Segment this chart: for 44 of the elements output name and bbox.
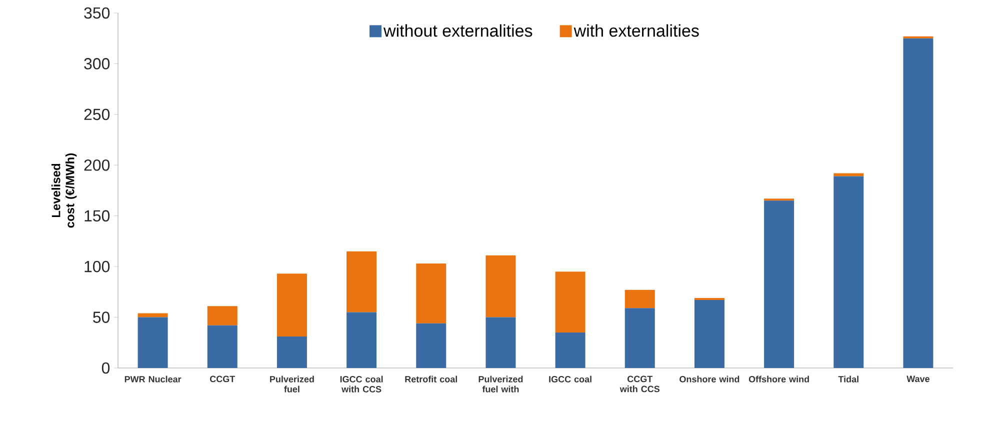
x-tick-label: IGCC coal bbox=[549, 376, 592, 382]
bar bbox=[694, 300, 724, 368]
x-tick-label: Pulverized fuel bbox=[270, 376, 314, 392]
bar bbox=[416, 264, 446, 324]
y-tick-label: 0 bbox=[102, 362, 110, 374]
bar bbox=[416, 323, 446, 368]
y-axis-title: Levelised cost (€/MWh) bbox=[51, 153, 77, 228]
bar bbox=[486, 317, 516, 368]
x-tick-label: PWR Nuclear bbox=[124, 376, 182, 382]
bar bbox=[624, 308, 655, 368]
bar bbox=[207, 325, 238, 368]
bar bbox=[555, 272, 586, 332]
x-tick-label: Offshore wind bbox=[748, 376, 809, 382]
x-tick-label: IGCC coal with CCS bbox=[340, 376, 383, 392]
y-tick-label: 350 bbox=[84, 7, 110, 19]
bar bbox=[555, 332, 586, 368]
bar bbox=[834, 173, 864, 176]
bar bbox=[138, 317, 168, 368]
bar bbox=[834, 176, 864, 368]
bar bbox=[346, 312, 377, 368]
bar bbox=[764, 200, 794, 368]
x-tick-label: CCGT bbox=[210, 376, 236, 382]
x-tick-label: CCGT with CCS bbox=[620, 376, 660, 392]
x-tick-label: Onshore wind bbox=[680, 376, 740, 382]
x-tick-label: Wave bbox=[906, 376, 930, 382]
bar bbox=[276, 336, 307, 368]
y-tick-label: 300 bbox=[84, 58, 110, 70]
bar bbox=[346, 251, 377, 312]
legend-label: without externalities bbox=[383, 24, 532, 37]
y-tick-label: 200 bbox=[84, 159, 110, 171]
x-tick-label: Retrofit coal bbox=[405, 376, 457, 382]
y-tick-label: 100 bbox=[84, 260, 110, 272]
y-tick-label: 250 bbox=[84, 108, 110, 120]
bar bbox=[207, 306, 238, 326]
bar bbox=[486, 255, 516, 318]
x-tick-label: Tidal bbox=[838, 376, 858, 382]
x-tick-label: Pulverized fuel with bbox=[478, 376, 523, 392]
y-tick-label: 50 bbox=[93, 312, 110, 323]
y-tick-label: 150 bbox=[84, 210, 110, 222]
bar bbox=[138, 313, 168, 318]
bar bbox=[903, 38, 934, 368]
bar bbox=[624, 290, 655, 308]
bar bbox=[276, 274, 307, 337]
legend-label: with externalities bbox=[574, 24, 699, 37]
